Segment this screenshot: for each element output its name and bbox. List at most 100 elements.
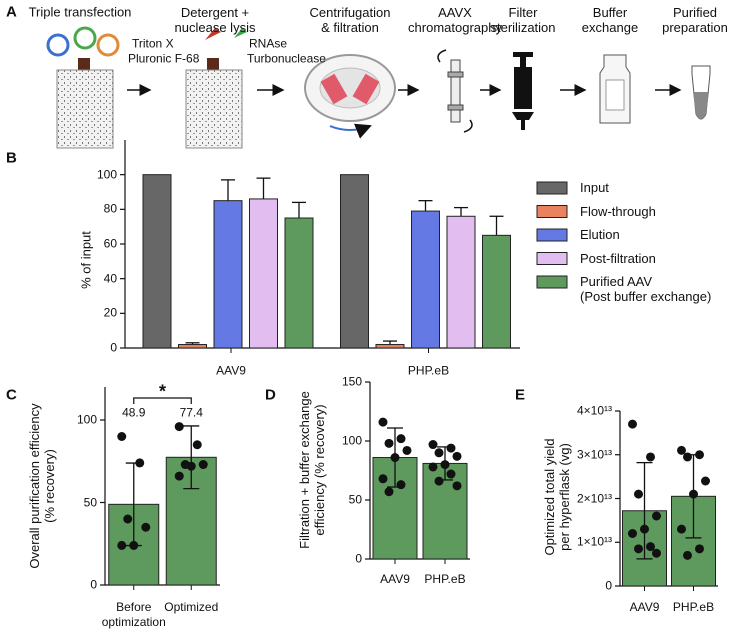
panel-label: A	[6, 3, 17, 21]
data-point	[652, 548, 661, 558]
y-tick-label: 0	[110, 340, 117, 355]
data-point	[683, 452, 692, 462]
data-point	[689, 489, 698, 499]
data-point	[677, 524, 686, 534]
y-tick-label: 0	[355, 551, 362, 566]
x-tick-label: AAV9	[216, 363, 246, 378]
data-point	[695, 450, 704, 460]
data-point	[628, 419, 637, 429]
data-point	[628, 529, 637, 538]
data-point	[117, 432, 127, 441]
data-point	[434, 448, 444, 458]
data-point	[390, 453, 400, 463]
step-label: Detergent + nuclease lysis	[174, 5, 256, 35]
data-point	[634, 489, 643, 499]
data-point	[123, 514, 133, 524]
data-point	[198, 460, 208, 470]
data-point	[695, 544, 704, 554]
y-tick-label: 1×10¹³	[576, 534, 612, 549]
data-point	[396, 434, 406, 444]
bar	[249, 198, 278, 349]
data-point	[141, 522, 151, 532]
data-point	[428, 462, 438, 472]
data-point	[434, 476, 444, 486]
y-tick-label: 40	[103, 271, 117, 286]
data-point	[135, 458, 145, 468]
panel-label: D	[265, 386, 276, 404]
y-axis-title: % of input	[78, 231, 94, 289]
legend-label: Purified AAV (Post buffer exchange)	[580, 274, 712, 304]
legend-swatch	[536, 275, 568, 289]
bar	[178, 344, 207, 349]
data-point	[652, 511, 661, 521]
data-point	[701, 476, 710, 486]
panel-label: B	[6, 149, 17, 167]
data-point	[634, 544, 643, 554]
y-tick-label: 20	[103, 305, 117, 320]
legend-label: Post-filtration	[580, 250, 656, 266]
step-label: Centrifugation & filtration	[309, 5, 391, 35]
y-axis-title: Optimized total yield per hyperflask (vg…	[542, 438, 572, 556]
significance-label: *	[158, 381, 167, 402]
bar	[340, 174, 369, 349]
data-point	[646, 542, 655, 552]
bar	[284, 217, 314, 349]
x-tick-label: PHP.eB	[424, 572, 466, 586]
y-tick-label: 100	[76, 412, 97, 427]
data-point	[452, 481, 462, 491]
bar	[482, 234, 511, 349]
step-label: Triple transfection	[28, 4, 132, 20]
data-point	[646, 452, 655, 462]
reagent-label: Triton X	[132, 36, 174, 51]
step-label: Purified preparation	[662, 5, 728, 35]
data-point	[129, 540, 139, 550]
data-point	[378, 417, 388, 427]
step-label: Filter sterilization	[490, 5, 556, 35]
bar	[411, 210, 440, 349]
y-axis-title: Overall purification efficiency (% recov…	[27, 403, 57, 569]
bar	[375, 344, 405, 349]
significance-bracket	[133, 397, 192, 404]
y-tick-label: 60	[103, 236, 117, 251]
x-tick-label: Before optimization	[101, 600, 166, 629]
y-tick-label: 3×10¹³	[576, 447, 612, 462]
y-tick-label: 0	[90, 577, 97, 592]
data-point	[186, 461, 196, 471]
data-point	[452, 451, 462, 461]
y-tick-label: 50	[348, 492, 362, 507]
legend-swatch	[536, 205, 568, 218]
x-tick-label: Optimized	[164, 600, 219, 614]
data-point	[174, 422, 184, 432]
data-point	[384, 487, 394, 497]
bar	[213, 200, 243, 349]
bar	[446, 215, 476, 349]
x-tick-label: PHP.eB	[407, 363, 450, 378]
legend-swatch	[536, 228, 568, 242]
x-tick-label: PHP.eB	[672, 600, 715, 614]
legend-swatch	[536, 252, 568, 265]
x-tick-label: AAV9	[380, 572, 410, 586]
data-label: 48.9	[122, 405, 146, 420]
legend-label: Flow-through	[580, 203, 656, 219]
data-point	[683, 550, 692, 560]
legend-swatch	[536, 181, 568, 195]
legend-label: Elution	[580, 227, 620, 242]
data-point	[384, 438, 394, 448]
y-tick-label: 50	[83, 495, 97, 509]
data-point	[396, 480, 406, 490]
data-point	[117, 540, 127, 550]
data-point	[174, 471, 184, 481]
y-tick-label: 100	[341, 433, 362, 448]
y-tick-label: 150	[341, 374, 362, 389]
y-axis-title: Filtration + buffer exchange efficiency …	[297, 391, 327, 549]
bar	[142, 174, 172, 349]
data-point	[402, 445, 412, 455]
y-tick-label: 100	[96, 167, 117, 182]
y-tick-label: 4×10¹³	[576, 403, 612, 418]
data-point	[677, 445, 686, 455]
data-point	[446, 443, 456, 453]
step-label: Buffer exchange	[581, 5, 639, 35]
data-point	[446, 469, 456, 479]
data-point	[378, 474, 388, 484]
y-tick-label: 0	[605, 578, 612, 593]
